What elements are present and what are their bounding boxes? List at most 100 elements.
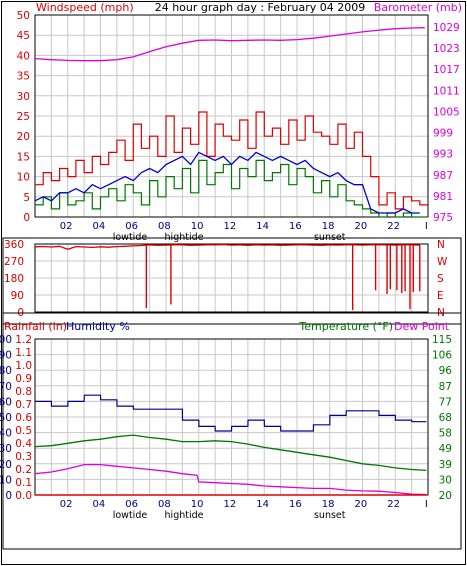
barometer-tick: 999 (433, 128, 453, 140)
rainfall-tick: 1.2 (15, 334, 32, 346)
x-tick-label: 14 (256, 221, 269, 232)
barometer-series (34, 27, 425, 62)
windspeed-tick: 25 (17, 111, 30, 123)
rainfall-tick: 0.1 (15, 477, 32, 489)
temperature-tick: 49 (439, 443, 452, 455)
humidity-tick: 70 (0, 381, 12, 393)
barometer-axis-title: Barometer (mb) (374, 1, 462, 14)
direction-degree-tick: 90 (11, 290, 24, 302)
temperature-tick: 30 (439, 474, 452, 486)
rainfall-axis-title: Rainfall (in) (4, 320, 67, 333)
humidity-series (35, 394, 427, 432)
x-tick-label: 16 (289, 221, 302, 232)
barometer-tick: 1023 (433, 43, 460, 55)
x-tick-label: 08 (158, 499, 171, 510)
weather-events: lowtide hightide sunset (113, 510, 346, 521)
x-tick-label: 06 (125, 499, 138, 510)
x-tick-label: 16 (289, 499, 302, 510)
humidity-tick: 40 (0, 428, 12, 440)
temperature-tick: 39 (439, 459, 452, 471)
x-tick-label: 22 (387, 221, 400, 232)
weather-series-group (34, 394, 427, 496)
humidity-axis-title: Humidity % (66, 320, 130, 333)
temperature-tick: 68 (439, 412, 452, 424)
rainfall-tick: 0.7 (15, 399, 32, 411)
humidity-tick: 90 (0, 350, 12, 362)
graph-title: 24 hour graph day : February 04 2009 (155, 1, 366, 14)
direction-compass-tick: W (437, 256, 448, 268)
x-tick-label: I (425, 221, 428, 232)
weather-x-axis: 02 04 06 08 10 12 14 16 18 20 22 I (60, 499, 428, 510)
rainfall-tick: 0.6 (15, 412, 32, 424)
event-label-sunset: sunset (314, 510, 346, 521)
humidity-tick: 10 (0, 474, 12, 486)
x-tick-label: I (425, 499, 428, 510)
average-wind-series (34, 151, 420, 214)
direction-degree-tick: 360 (4, 239, 24, 251)
rainfall-tick: 0.8 (15, 386, 32, 398)
x-tick-label: 04 (92, 499, 105, 510)
x-tick-label: 12 (223, 499, 236, 510)
wind-plot-frame (34, 14, 429, 218)
barometer-tick: 975 (433, 212, 453, 224)
x-tick-label: 02 (60, 499, 73, 510)
windspeed-tick: 0 (23, 212, 30, 224)
direction-box (2, 237, 462, 325)
rainfall-tick: 1.0 (15, 360, 32, 372)
wind-direction-series (34, 243, 420, 250)
temperature-tick: 87 (439, 381, 452, 393)
humidity-tick: 20 (0, 459, 12, 471)
windspeed-tick: 50 (17, 10, 30, 22)
humidity-tick: 30 (0, 443, 12, 455)
direction-degree-tick: 180 (4, 273, 24, 285)
windspeed-tick: 40 (17, 50, 30, 62)
temperature-tick: 77 (439, 396, 452, 408)
x-tick-label: 08 (158, 221, 171, 232)
wind-right-axis: 975 981 987 993 999 1005 1011 1017 1023 1029 (433, 22, 460, 224)
barometer-tick: 993 (433, 149, 453, 161)
direction-grid (34, 243, 429, 313)
rainfall-tick: 0.4 (15, 438, 32, 450)
temperature-axis: 20 30 39 49 58 68 77 87 96 106 115 (432, 334, 452, 502)
event-label-lowtide: lowtide (113, 510, 148, 521)
temperature-axis-title: Temperature (°F) (298, 320, 393, 333)
wind-x-axis: 02 04 06 08 10 12 14 16 18 20 22 I (60, 221, 428, 232)
windspeed-tick: 15 (17, 151, 30, 163)
wind-series-group (34, 27, 428, 218)
x-tick-label: 12 (223, 221, 236, 232)
direction-compass-tick: S (437, 273, 444, 285)
barometer-tick: 1011 (433, 85, 460, 97)
direction-compass-tick: N (437, 239, 445, 251)
rainfall-tick: 1.1 (15, 347, 32, 359)
x-tick-label: 04 (92, 221, 105, 232)
temperature-tick: 20 (439, 490, 452, 502)
x-tick-label: 02 (60, 221, 73, 232)
direction-compass-tick: E (437, 290, 444, 302)
wind-panel: 0 5 10 15 20 25 30 35 40 45 50 975 981 987 993 999 1005… (17, 1, 462, 243)
windspeed-tick: 5 (23, 192, 30, 204)
rainfall-tick: 0.5 (15, 425, 32, 437)
x-tick-label: 14 (256, 499, 269, 510)
x-tick-label: 20 (354, 499, 367, 510)
windspeed-tick: 45 (17, 30, 30, 42)
windspeed-tick: 20 (17, 131, 30, 143)
temperature-tick: 106 (432, 350, 452, 362)
barometer-tick: 1017 (433, 64, 460, 76)
temperature-tick: 96 (439, 365, 453, 377)
humidity-tick: 60 (0, 396, 12, 408)
barometer-tick: 1029 (433, 22, 460, 34)
rainfall-axis: 0.00.10.20.30.40.50.60.70.80.91.01.11.2 (15, 334, 32, 502)
humidity-tick: 0 (5, 490, 12, 502)
barometer-tick: 981 (433, 191, 453, 203)
windspeed-tick: 35 (17, 71, 30, 83)
dewpoint-series (34, 463, 427, 496)
weather-grid (34, 338, 429, 496)
humidity-tick: 100 (0, 334, 12, 346)
weather-box (2, 312, 462, 550)
x-tick-label: 10 (191, 499, 204, 510)
rainfall-tick: 0.3 (15, 451, 32, 463)
